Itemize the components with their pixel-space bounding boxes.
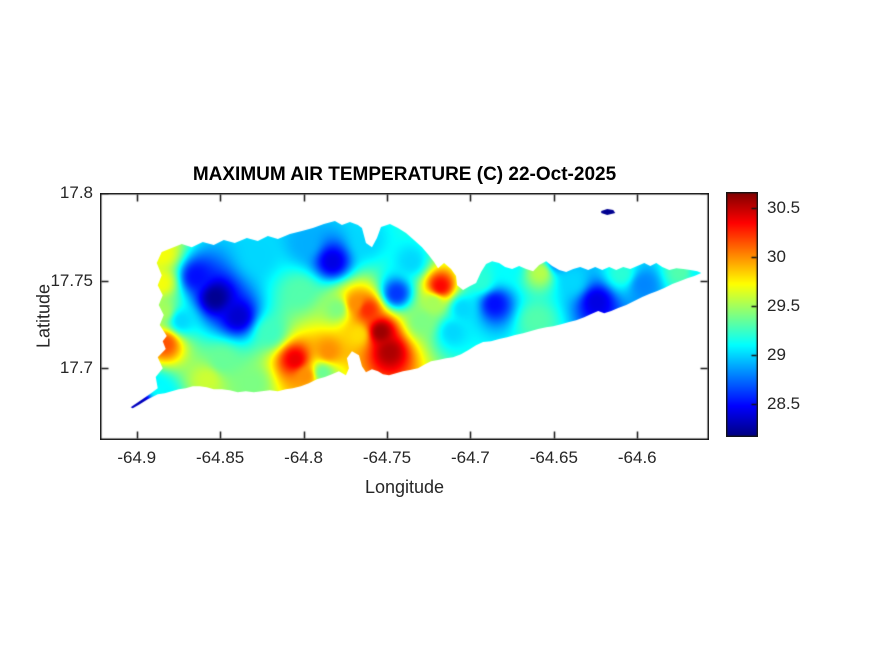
chart-title: MAXIMUM AIR TEMPERATURE (C) 22-Oct-2025 — [192, 164, 617, 185]
x-tick-label: -64.8 — [284, 448, 323, 467]
x-tick-label: -64.75 — [362, 448, 412, 467]
x-tick-label: -64.6 — [617, 448, 657, 467]
x-tick-label: -64.65 — [529, 448, 578, 467]
x-tick-label: -64.9 — [117, 448, 157, 467]
y-axis-label: Latitude — [33, 283, 54, 349]
x-tick-label: -64.85 — [196, 448, 245, 467]
colorbar-tick-label: 29.5 — [767, 295, 801, 315]
colorbar-tick-label: 30.5 — [767, 197, 801, 217]
plot-area — [100, 193, 709, 440]
temperature-map-canvas — [100, 193, 709, 440]
x-axis-label: Longitude — [364, 477, 445, 497]
colorbar — [726, 192, 758, 437]
y-tick-label: 17.7 — [59, 358, 93, 378]
colorbar-tick-label: 29 — [767, 344, 786, 364]
x-tick-label: -64.7 — [451, 448, 490, 467]
y-tick-label: 17.75 — [50, 270, 93, 290]
colorbar-tick-label: 30 — [767, 246, 786, 266]
y-tick-label: 17.8 — [59, 183, 93, 202]
colorbar-tick-label: 28.5 — [767, 393, 801, 413]
